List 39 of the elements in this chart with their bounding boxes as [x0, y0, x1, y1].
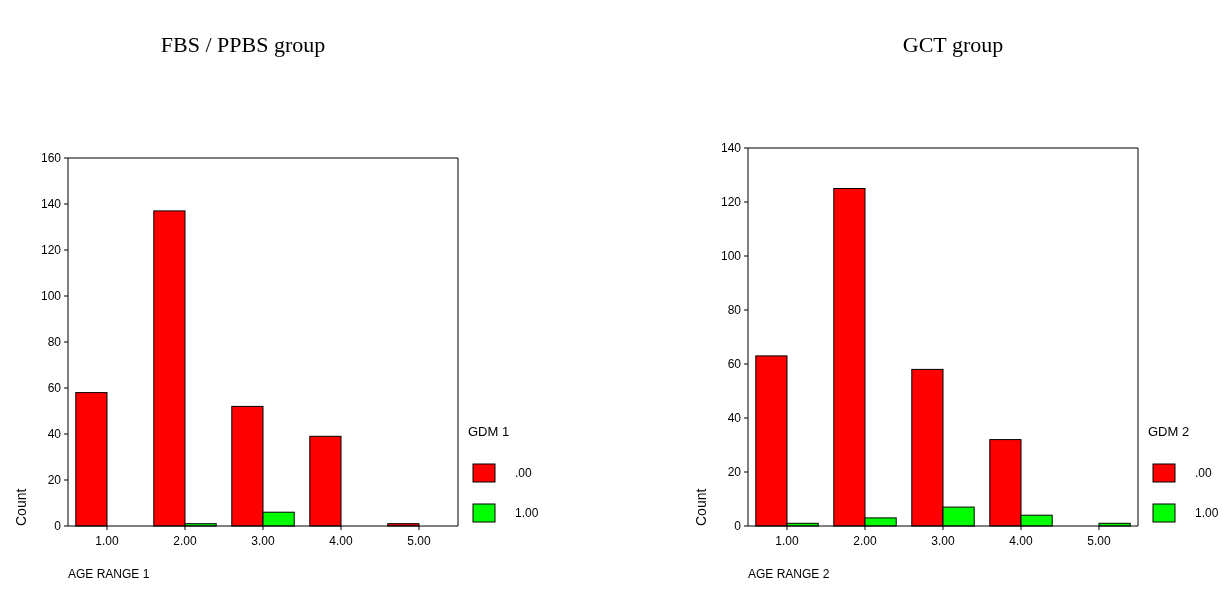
y-axis-title: Count [693, 488, 709, 526]
legend-title: GDM 2 [1148, 424, 1190, 439]
y-tick-label: 40 [727, 411, 742, 426]
y-tick-label: 140 [40, 197, 62, 212]
chart-title: GCT group [902, 32, 1004, 57]
y-tick-label: 160 [40, 151, 62, 166]
y-tick-label: 60 [727, 357, 742, 372]
x-axis-title: AGE RANGE 2 [748, 567, 830, 581]
legend-label: 1.00 [515, 506, 539, 521]
legend-label: 1.00 [1195, 506, 1219, 521]
y-tick-label: 60 [47, 381, 62, 396]
y-tick-label: 40 [47, 427, 62, 442]
y-tick-label: 0 [734, 519, 742, 534]
y-tick-label: 100 [720, 249, 742, 264]
x-tick-label: 2.00 [853, 534, 877, 548]
x-axis-title: AGE RANGE 1 [68, 567, 150, 581]
x-tick-label: 3.00 [931, 534, 955, 548]
y-tick-label: 20 [727, 465, 742, 480]
x-tick-label: 5.00 [407, 534, 431, 548]
x-tick-label: 1.00 [775, 534, 799, 548]
legend-label: .00 [515, 466, 533, 481]
x-tick-label: 1.00 [95, 534, 119, 548]
y-tick-label: 20 [47, 473, 62, 488]
y-axis-title: Count [13, 488, 29, 526]
y-tick-label: 120 [40, 243, 62, 258]
y-tick-label: 0 [54, 519, 62, 534]
x-tick-label: 2.00 [173, 534, 197, 548]
legend-title: GDM 1 [468, 424, 510, 439]
x-tick-label: 4.00 [329, 534, 353, 548]
y-tick-label: 100 [40, 289, 62, 304]
x-tick-label: 4.00 [1009, 534, 1033, 548]
x-tick-label: 3.00 [251, 534, 275, 548]
y-tick-label: 140 [720, 141, 742, 156]
legend-label: .00 [1195, 466, 1213, 481]
y-tick-label: 80 [727, 303, 742, 318]
y-tick-label: 80 [47, 335, 62, 350]
chart-title: FBS / PPBS group [160, 32, 326, 57]
x-tick-label: 5.00 [1087, 534, 1111, 548]
y-tick-label: 120 [720, 195, 742, 210]
